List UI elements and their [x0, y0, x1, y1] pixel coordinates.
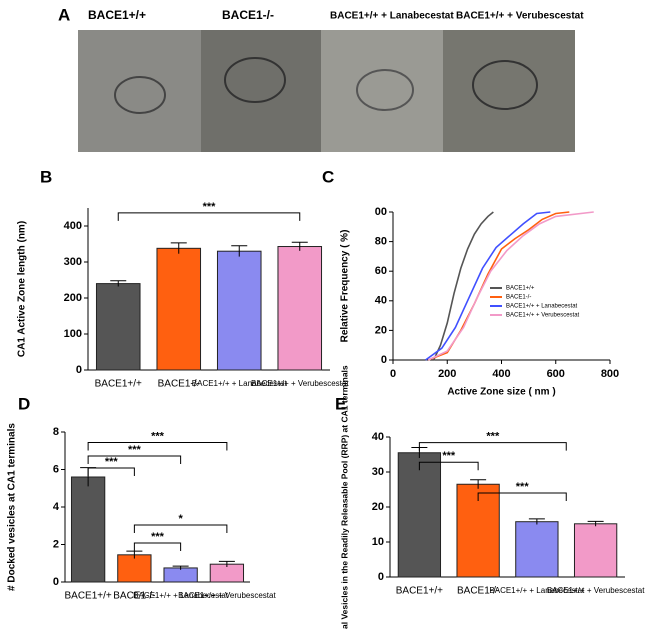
bar [277, 246, 323, 371]
bar [163, 567, 198, 583]
bar [397, 452, 442, 578]
bar [95, 283, 141, 371]
series-line [427, 211, 594, 361]
significance-label: *** [151, 430, 165, 442]
y-tick-label: 60 [375, 265, 387, 277]
y-tick-label: 0 [381, 354, 387, 366]
legend-label: BACE1+/+ + Lanabecestat [506, 304, 578, 310]
micrographs [78, 30, 575, 152]
significance-label: *** [151, 531, 165, 543]
significance-label: *** [203, 201, 217, 213]
panel-letter: B [40, 167, 52, 186]
series-line [432, 211, 494, 361]
significance-label: * [178, 513, 183, 525]
bar [216, 250, 262, 371]
x-tick-label: 600 [547, 368, 565, 380]
x-tick-label: BACE1+/+ + Verubescestat [251, 379, 349, 388]
y-tick-label: 6 [53, 463, 59, 475]
panel-a-label: BACE1+/+ + Verubescestat [456, 11, 584, 22]
y-tick-label: 40 [372, 431, 384, 443]
significance-bracket [477, 492, 567, 501]
significance-bracket [87, 442, 228, 451]
micrograph [78, 30, 201, 152]
y-axis-label: Relative Frequency ( %) [340, 230, 351, 343]
significance-bracket [418, 442, 567, 451]
x-tick-label: BACE1-/- [113, 591, 155, 602]
significance-label: *** [486, 431, 500, 443]
panel-a-label: BACE1-/- [222, 8, 274, 22]
panel-letter: E [335, 394, 346, 413]
x-tick-label: BACE1+/+ + Verubescestat [178, 591, 276, 600]
bar [156, 247, 202, 371]
legend-label: BACE1+/+ [506, 286, 535, 292]
y-axis-label: # Docked vesicles at CA1 terminals [7, 423, 18, 591]
y-tick-label: 200 [64, 292, 82, 304]
x-tick-label: BACE1-/- [158, 379, 200, 390]
x-tick-label: BACE1+/+ + Lanabecestat [192, 379, 288, 388]
synapse [224, 57, 286, 103]
y-tick-label: 10 [372, 536, 384, 548]
legend-label: BACE1+/+ + Verubescestat [506, 313, 580, 319]
significance-label: *** [516, 481, 530, 493]
x-tick-label: 400 [492, 368, 510, 380]
panel-letter: A [58, 5, 70, 24]
y-tick-label: 0 [53, 576, 59, 588]
y-tick-label: 300 [64, 256, 82, 268]
micrograph [321, 30, 443, 152]
panel-a-label: BACE1+/+ + Lanabecestat [330, 11, 454, 22]
y-tick-label: 40 [375, 295, 387, 307]
x-axis-label: Active Zone size ( nm ) [447, 387, 555, 398]
bar [573, 523, 618, 578]
y-tick-label: 0 [76, 364, 82, 376]
significance-bracket [87, 467, 135, 476]
significance-bracket [133, 542, 182, 551]
y-axis-label: # Total Vesicles in the Readily Releasab… [339, 365, 349, 629]
x-tick-label: BACE1+/+ + Lanabecestat [133, 591, 229, 600]
y-tick-label: 80 [375, 236, 387, 248]
x-tick-label: BACE1+/+ + Lanabecestat [489, 586, 585, 595]
bar [117, 554, 152, 583]
x-tick-label: BACE1+/+ [396, 586, 443, 597]
micrograph [443, 30, 575, 152]
x-tick-label: BACE1+/+ [95, 379, 142, 390]
panel-letter: C [322, 167, 334, 186]
synapse [472, 60, 538, 110]
y-tick-label: 00 [375, 206, 387, 218]
significance-label: *** [442, 450, 456, 462]
y-tick-label: 0 [378, 571, 384, 583]
y-tick-label: 400 [64, 220, 82, 232]
y-tick-label: 100 [64, 328, 82, 340]
y-tick-label: 4 [53, 501, 60, 513]
y-tick-label: 30 [372, 466, 384, 478]
legend-label: BACE1-/- [506, 295, 531, 301]
significance-label: *** [128, 444, 142, 456]
significance-bracket [133, 524, 228, 533]
synapse [114, 76, 166, 114]
y-tick-label: 20 [375, 324, 387, 336]
significance-bracket [87, 455, 182, 464]
y-tick-label: 2 [53, 538, 59, 550]
significance-bracket [418, 461, 479, 471]
panel-letter: D [18, 394, 30, 413]
x-tick-label: 200 [438, 368, 456, 380]
micrograph [201, 30, 321, 152]
x-tick-label: 800 [601, 368, 619, 380]
x-tick-label: BACE1-/- [457, 586, 499, 597]
synapse [356, 69, 414, 111]
significance-bracket [117, 212, 301, 221]
y-tick-label: 20 [372, 501, 384, 513]
x-tick-label: BACE1+/+ [64, 591, 111, 602]
significance-label: *** [105, 456, 119, 468]
x-tick-label: BACE1+/+ + Verubescestat [547, 586, 645, 595]
bar [70, 476, 106, 583]
panel-a-label: BACE1+/+ [88, 8, 146, 22]
y-tick-label: 8 [53, 426, 59, 438]
x-tick-label: 0 [390, 368, 396, 380]
bar [515, 521, 559, 578]
series-line [425, 211, 551, 361]
y-axis-label: CA1 Active Zone length (nm) [17, 221, 28, 357]
